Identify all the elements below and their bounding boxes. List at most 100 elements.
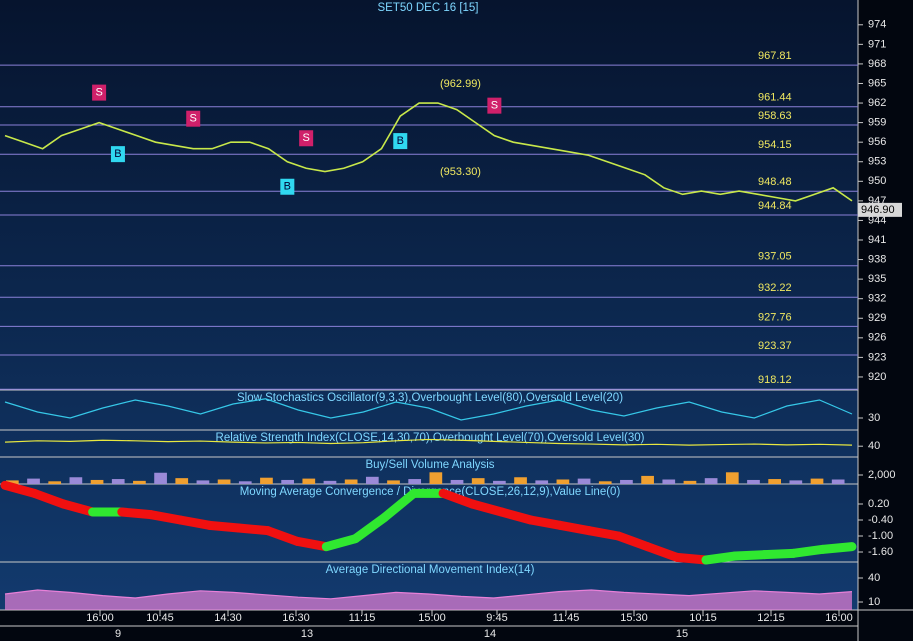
signal-box — [280, 178, 295, 195]
panel-title: Average Directional Movement Index(14) — [326, 564, 535, 576]
signal-box — [299, 130, 314, 147]
y-tick-label: 2,000 — [868, 469, 896, 481]
y-tick-label: 950 — [868, 175, 886, 187]
macd-segment — [526, 515, 565, 530]
bar — [662, 479, 676, 484]
bar — [535, 480, 549, 484]
level-label: 932.22 — [758, 282, 792, 294]
y-tick-label: -1.60 — [868, 546, 893, 558]
y-tick-label: 941 — [868, 234, 886, 246]
bar — [408, 479, 422, 484]
bar — [556, 479, 570, 484]
y-tick-label: 953 — [868, 156, 886, 168]
bar — [810, 478, 824, 484]
bar — [111, 479, 125, 484]
y-tick-label: 932 — [868, 293, 886, 305]
bar — [196, 480, 210, 484]
x-tick-label: 11:15 — [349, 612, 376, 624]
bar — [133, 480, 146, 484]
y-tick-label: 40 — [868, 440, 880, 452]
x-tick-label: 9:45 — [486, 612, 507, 624]
y-tick-label: -0.40 — [868, 514, 893, 526]
bar — [365, 476, 379, 484]
y-tick-label: 40 — [868, 572, 880, 584]
signal-label: S — [491, 100, 498, 112]
signal-label: S — [95, 87, 102, 99]
y-tick-label: 959 — [868, 117, 886, 129]
bar — [175, 478, 189, 484]
macd-segment — [730, 550, 769, 561]
bar — [725, 472, 739, 484]
line — [4, 589, 853, 600]
macd-segment — [350, 512, 390, 544]
y-tick-label: 923 — [868, 351, 886, 363]
signal-label: S — [190, 113, 197, 125]
last-price: 946.90 — [861, 204, 895, 216]
bar — [387, 480, 400, 484]
bar — [429, 472, 443, 484]
signal-box — [110, 146, 125, 163]
signal-box — [186, 110, 201, 127]
x-tick-label: 16:30 — [282, 612, 310, 624]
bar — [831, 479, 845, 484]
bar — [90, 479, 104, 484]
y-tick-label: 10 — [868, 596, 880, 608]
day-label: 14 — [484, 628, 496, 640]
bar — [302, 478, 316, 484]
macd-segment — [175, 515, 214, 530]
macd-segment — [58, 499, 98, 517]
macd-segment — [117, 507, 156, 520]
line — [4, 438, 853, 446]
macd-segment — [0, 480, 39, 498]
level-label: 923.37 — [758, 340, 792, 352]
line — [4, 398, 853, 421]
x-tick-label: 15:00 — [418, 612, 446, 624]
signal-label: S — [302, 132, 309, 144]
signal-label: B — [397, 135, 404, 147]
chart-title: SET50 DEC 16 [15] — [378, 2, 479, 14]
macd-segment — [584, 526, 623, 541]
y-tick-label: 920 — [868, 371, 886, 383]
area — [5, 590, 852, 610]
bar — [27, 478, 40, 484]
level-label: 944.84 — [758, 200, 792, 212]
x-tick-label: 10:15 — [689, 612, 717, 624]
y-tick-label: 926 — [868, 332, 886, 344]
level-label: 967.81 — [758, 50, 792, 62]
y-tick-label: 938 — [868, 253, 886, 265]
macd-segment — [146, 510, 185, 525]
bar — [493, 480, 506, 484]
macd-segment — [234, 523, 273, 536]
macd-segment — [613, 531, 653, 552]
annotation: (953.30) — [440, 166, 481, 178]
y-tick-label: 971 — [868, 38, 886, 50]
bar — [6, 480, 19, 484]
plot-background — [0, 0, 858, 610]
y-tick-label: 968 — [868, 58, 886, 70]
macd-segment — [380, 488, 419, 522]
bar — [260, 477, 273, 484]
x-tick-label: 12:15 — [757, 612, 785, 624]
signal-box — [92, 84, 107, 101]
bar — [48, 481, 62, 484]
macd-segment — [292, 536, 331, 552]
macd-segment — [818, 542, 857, 554]
x-tick-label: 16:00 — [825, 612, 853, 624]
macd-segment — [29, 488, 68, 509]
level-label: 948.48 — [758, 176, 792, 188]
price-box — [858, 202, 902, 217]
macd-segment — [789, 544, 828, 558]
bar — [514, 477, 527, 484]
y-tick-label: 30 — [868, 412, 880, 424]
macd-segment — [497, 507, 536, 525]
y-tick-label: 935 — [868, 273, 886, 285]
level-label: 918.12 — [758, 374, 792, 386]
bar — [747, 479, 760, 484]
macd-segment — [672, 552, 711, 565]
y-tick-label: 956 — [868, 136, 886, 148]
macd-segment — [701, 551, 740, 565]
x-tick-label: 15:30 — [620, 612, 648, 624]
bar — [620, 479, 633, 484]
panel-title: Relative Strength Index(CLOSE,14,30,70),… — [216, 432, 645, 444]
